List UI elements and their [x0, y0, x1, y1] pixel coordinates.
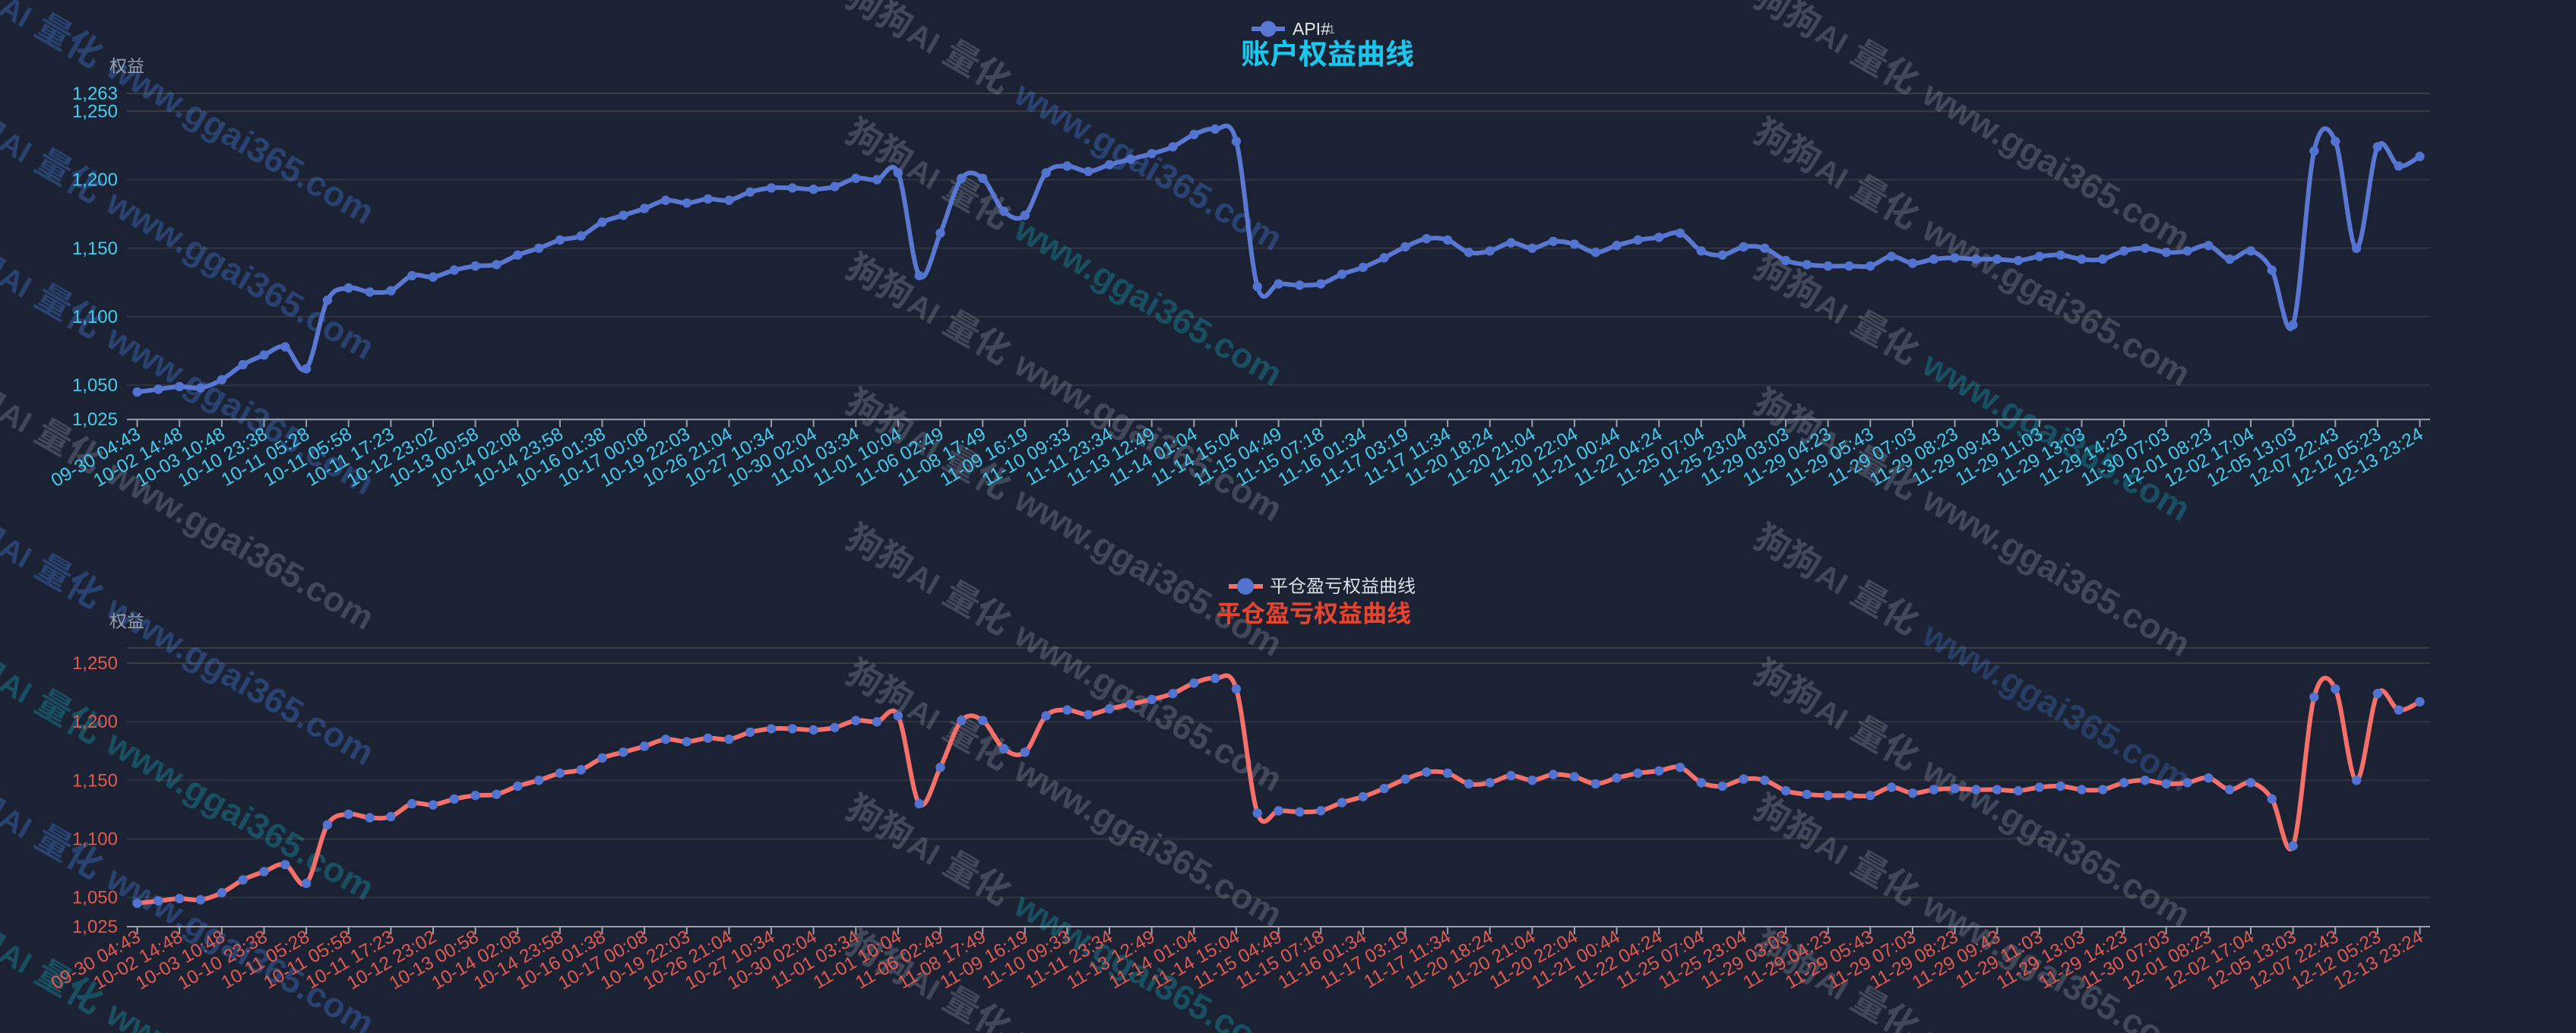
svg-text:1,200: 1,200: [72, 170, 118, 191]
svg-text:1,025: 1,025: [72, 409, 118, 430]
svg-text:1,150: 1,150: [72, 770, 118, 791]
svg-text:AI: AI: [0, 531, 37, 575]
svg-text:1,200: 1,200: [72, 712, 118, 732]
svg-text:AI: AI: [0, 937, 37, 981]
svg-text:1,025: 1,025: [72, 917, 118, 937]
svg-text:1,100: 1,100: [72, 829, 118, 849]
svg-text:1: 1: [1328, 24, 1335, 36]
svg-text:AI: AI: [0, 261, 37, 305]
svg-text:AI: AI: [0, 396, 37, 440]
svg-text:AI: AI: [0, 0, 37, 34]
svg-text:1,050: 1,050: [72, 375, 118, 396]
svg-text:AI: AI: [0, 801, 37, 845]
svg-text:API#: API#: [1293, 19, 1331, 39]
svg-text:1,150: 1,150: [72, 239, 118, 259]
svg-text:1,263: 1,263: [72, 84, 118, 104]
svg-text:1,050: 1,050: [72, 888, 118, 908]
svg-text:1,250: 1,250: [72, 101, 118, 122]
svg-text:1,100: 1,100: [72, 307, 118, 327]
svg-text:AI: AI: [0, 666, 37, 710]
svg-text:AI: AI: [0, 125, 37, 169]
svg-text:1,250: 1,250: [72, 653, 118, 674]
